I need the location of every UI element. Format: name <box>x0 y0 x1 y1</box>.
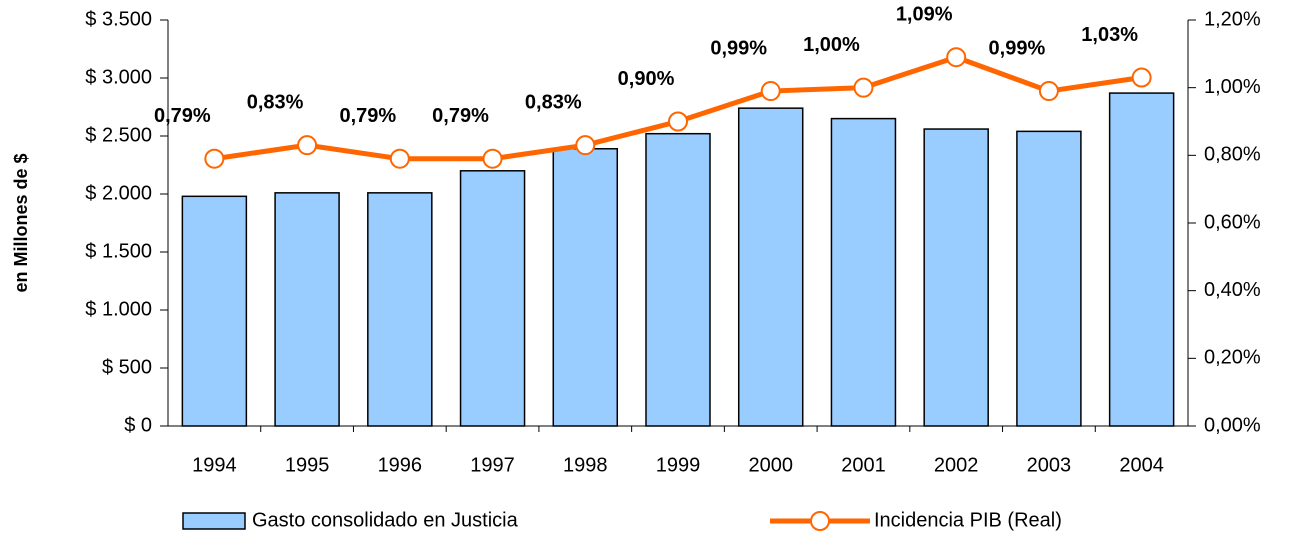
bar <box>1108 92 1175 427</box>
data-label: 0,99% <box>989 37 1046 59</box>
legend-label: Gasto consolidado en Justicia <box>252 509 519 531</box>
data-label: 0,83% <box>525 91 582 113</box>
y2-tick-label: 0,60% <box>1204 211 1261 233</box>
legend-label: Incidencia PIB (Real) <box>874 509 1062 531</box>
data-label: 0,79% <box>339 105 396 127</box>
data-label: 1,03% <box>1081 24 1138 46</box>
data-label: 0,79% <box>432 105 489 127</box>
y2-tick-label: 1,00% <box>1204 76 1261 98</box>
data-label: 0,83% <box>247 91 304 113</box>
line-marker <box>482 148 503 169</box>
y-tick-label: $ 2.500 <box>85 124 152 146</box>
y-tick-label: $ 1.500 <box>85 240 152 262</box>
data-label: 0,79% <box>154 105 211 127</box>
bar <box>181 195 248 427</box>
data-label: 0,90% <box>618 68 675 90</box>
legend-swatch <box>182 512 246 530</box>
line-marker <box>946 47 967 68</box>
x-tick-label: 1996 <box>378 454 423 476</box>
line-marker <box>389 148 410 169</box>
x-tick-label: 1999 <box>656 454 701 476</box>
y-tick-label: $ 500 <box>102 356 152 378</box>
data-label: 0,99% <box>710 37 767 59</box>
x-tick-label: 2000 <box>748 454 793 476</box>
y2-tick-label: 0,20% <box>1204 347 1261 369</box>
x-tick-label: 1997 <box>470 454 515 476</box>
y2-tick-label: 0,80% <box>1204 144 1261 166</box>
line-marker <box>1131 67 1152 88</box>
y-tick-label: $ 1.000 <box>85 298 152 320</box>
bar <box>1016 130 1082 427</box>
y-tick-label: $ 2.000 <box>85 182 152 204</box>
data-label: 1,09% <box>896 3 953 25</box>
bar <box>830 117 897 427</box>
y-tick-label: $ 3.000 <box>85 66 152 88</box>
y-tick-label: $ 3.500 <box>85 8 152 30</box>
x-tick-label: 2001 <box>841 454 886 476</box>
line-marker <box>853 77 874 98</box>
line-marker <box>668 111 688 132</box>
line-marker <box>204 148 225 169</box>
bar <box>274 192 340 427</box>
bar <box>737 107 804 427</box>
x-tick-label: 2004 <box>1119 454 1164 476</box>
x-tick-label: 1995 <box>285 454 330 476</box>
bar <box>552 148 619 427</box>
line-marker <box>575 135 596 156</box>
y2-tick-label: 0,40% <box>1204 279 1261 301</box>
y-tick-label: $ 0 <box>124 414 152 436</box>
y-axis-label: en Millones de $ <box>11 153 31 292</box>
data-label: 1,00% <box>803 34 860 56</box>
x-tick-label: 1994 <box>192 454 237 476</box>
x-tick-label: 2002 <box>934 454 979 476</box>
y2-tick-label: 0,00% <box>1204 414 1261 436</box>
line-marker <box>760 81 781 102</box>
x-tick-label: 2003 <box>1027 454 1072 476</box>
bar <box>367 192 433 427</box>
bar <box>923 128 989 427</box>
bar <box>645 132 711 427</box>
x-tick-label: 1998 <box>563 454 608 476</box>
line-marker <box>1038 81 1059 102</box>
legend-marker <box>810 511 830 531</box>
y2-tick-label: 1,20% <box>1204 8 1261 30</box>
line-marker <box>297 135 318 156</box>
bar <box>459 170 526 427</box>
